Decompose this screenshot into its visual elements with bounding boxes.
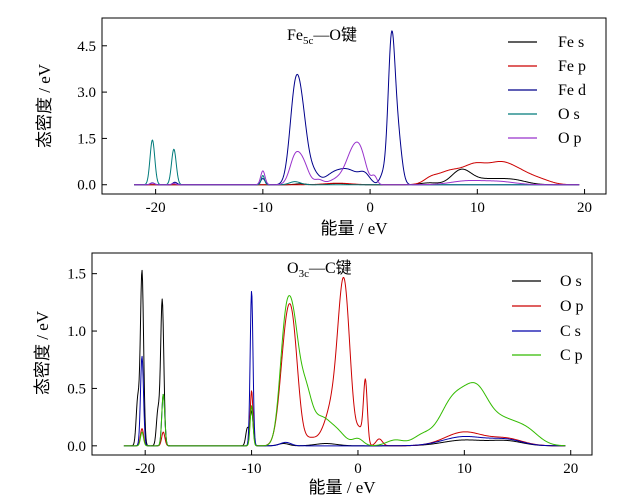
chart-title: Fe5c—O键 [287,26,357,47]
x-tick-label: -20 [135,461,155,477]
y-axis-label: 态密度 / eV [35,63,54,148]
y-tick-label: 1.5 [77,131,96,147]
y-tick-label: 4.5 [77,39,96,55]
x-tick-label: 0 [354,461,362,477]
x-tick-label: -20 [146,200,166,216]
series-line-o-p [134,141,580,186]
panel-fe5c-o: -20 -10 0 10 20 0.0 1.5 3.0 4.5 Fe5c—O键 态密度 / eV… [35,17,607,238]
x-axis-label: 能量 / eV [320,219,388,238]
series-line-o-p [123,276,566,447]
series-layer [134,30,580,186]
y-tick-label: 0.0 [67,439,86,455]
series-layer [123,269,566,447]
y-axis-label: 态密度 / eV [33,310,52,395]
y-tick-label: 3.0 [77,85,96,101]
legend-label: Fe d [558,82,586,99]
plot-frame [91,252,593,456]
series-line-o-s [123,269,566,447]
x-tick-label: 10 [470,200,485,216]
series-line-fe-p [134,160,580,186]
legend-label: O p [558,130,582,147]
legend-label: O s [558,106,580,123]
legend-label: Fe s [558,34,584,51]
series-line-fe-d [134,30,580,186]
chart-title: O3c—C键 [287,259,352,280]
legend-label: O s [560,273,582,290]
series-line-c-s [123,290,566,447]
y-tick-label: 0.0 [77,178,96,194]
x-tick-label: -10 [242,461,262,477]
y-tick-label: 0.5 [67,381,86,397]
y-tick-label: 1.5 [67,267,86,283]
legend-label: C s [560,323,581,340]
series-line-o-s [134,139,580,186]
tick-layer: -20 -10 0 10 20 0.0 0.5 1.0 1.5 [67,267,578,477]
x-axis-label: 能量 / eV [308,478,376,497]
x-tick-label: 0 [366,200,374,216]
legend-label: O p [560,298,584,315]
x-tick-label: 20 [563,461,578,477]
plot-frame [101,17,607,195]
x-tick-label: 10 [457,461,472,477]
legend: O s O p C s C p [512,273,584,364]
tick-layer: -20 -10 0 10 20 0.0 1.5 3.0 4.5 [77,39,592,216]
x-tick-label: 20 [577,200,592,216]
panel-o3c-c: -20 -10 0 10 200.00.51.01.5 O3c—C键 态密度 / eV … [33,252,593,497]
legend: Fe s Fe p Fe d O s O p [508,34,586,147]
x-tick-label: -10 [253,200,273,216]
series-line-c-p [123,295,566,447]
y-tick-label: 1.0 [67,324,86,340]
legend-label: C p [560,347,583,364]
legend-label: Fe p [558,58,586,75]
